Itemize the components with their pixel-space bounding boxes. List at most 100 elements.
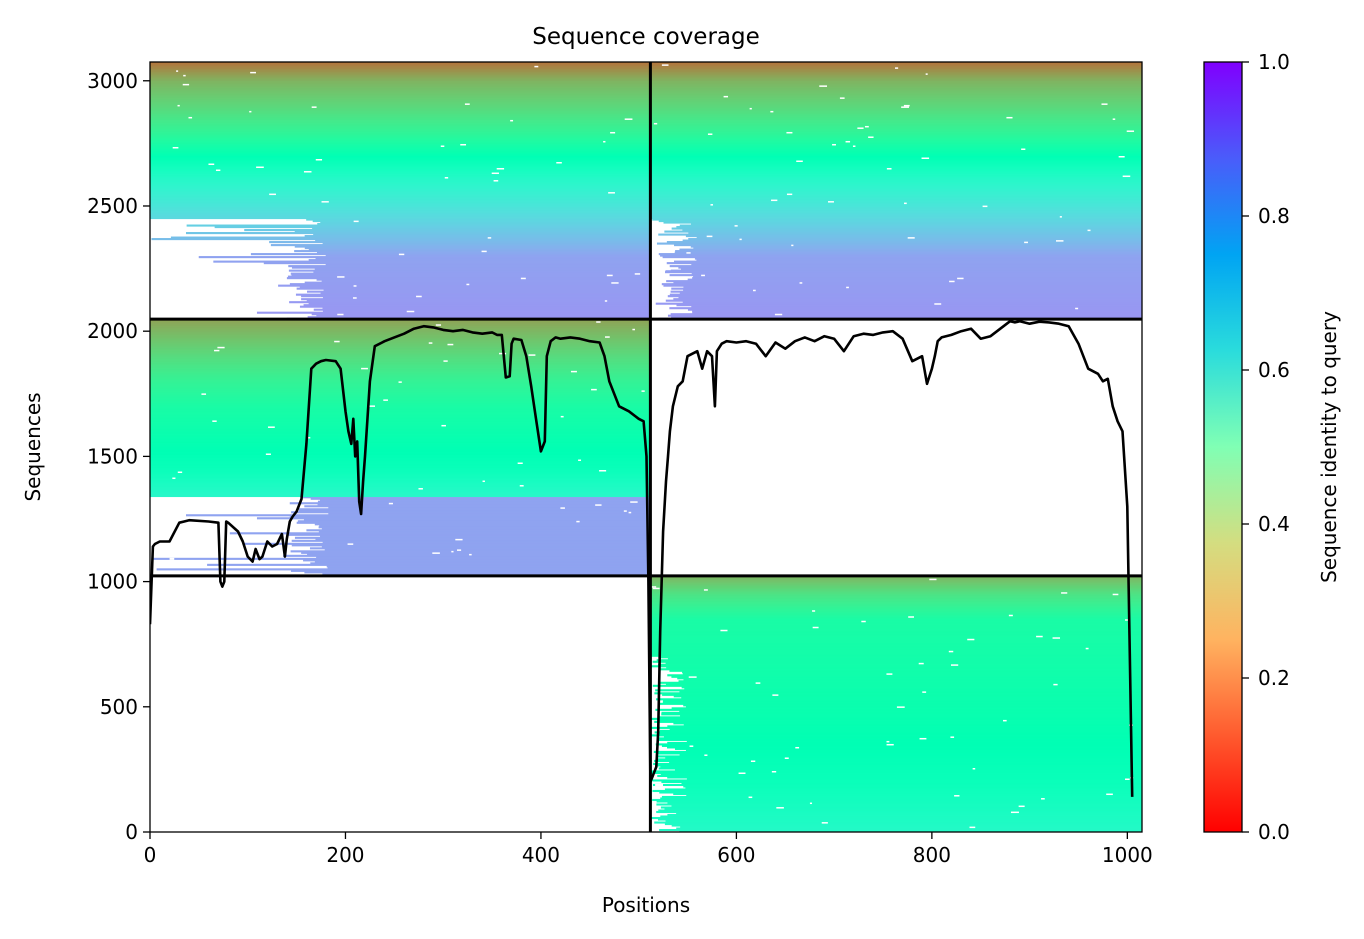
heatmap-band — [299, 305, 651, 308]
heatmap-gap — [652, 587, 660, 590]
heatmap-band — [680, 714, 1142, 717]
heatmap-band — [660, 806, 1142, 809]
heatmap-band — [675, 250, 1142, 253]
coverage-heatmap — [150, 62, 1142, 832]
heatmap-band — [150, 134, 651, 137]
heatmap-gap — [611, 281, 619, 284]
colorbar — [1203, 61, 1243, 833]
heatmap-gap — [315, 158, 323, 161]
heatmap-band — [150, 385, 651, 388]
heatmap-gap — [921, 156, 930, 160]
heatmap-gap — [969, 825, 976, 829]
heatmap-band — [150, 189, 651, 193]
heatmap-gap — [918, 662, 924, 665]
heatmap-band — [328, 512, 651, 515]
heatmap-band — [656, 242, 1142, 245]
heatmap-block-5 — [650, 575, 1142, 832]
heatmap-band — [663, 735, 1142, 738]
heatmap-gap — [1008, 614, 1013, 617]
heatmap-gap — [1059, 215, 1062, 218]
heatmap-band — [315, 538, 651, 541]
heatmap-band — [665, 683, 1142, 686]
heatmap-band — [150, 491, 651, 495]
heatmap-band — [650, 147, 1142, 150]
heatmap-gap — [948, 650, 954, 653]
heatmap-band — [670, 313, 1142, 316]
heatmap-band — [682, 229, 1142, 232]
heatmap-band — [186, 224, 651, 227]
heatmap-gap — [451, 550, 454, 553]
heatmap-band — [322, 572, 651, 575]
heatmap-band — [650, 588, 1142, 591]
heatmap-band — [694, 257, 1142, 260]
heatmap-gap — [441, 424, 446, 427]
heatmap-gap — [925, 72, 928, 75]
heatmap-gap — [517, 461, 523, 465]
x-tick-label: 600 — [717, 843, 755, 867]
heatmap-band — [666, 241, 1142, 244]
heatmap-band — [150, 425, 651, 428]
heatmap-band — [650, 68, 1142, 71]
heatmap-gap — [1112, 593, 1119, 596]
heatmap-band — [660, 815, 1142, 818]
heatmap-gap — [786, 192, 793, 196]
heatmap-band — [150, 460, 651, 463]
colorbar-tick-label: 1.0 — [1258, 50, 1290, 74]
heatmap-band — [207, 563, 651, 566]
heatmap-band — [150, 401, 651, 404]
heatmap-gap — [755, 681, 761, 684]
heatmap-gap — [267, 425, 275, 428]
heatmap-gap — [809, 801, 813, 805]
heatmap-band — [313, 271, 651, 274]
heatmap-band — [665, 271, 1142, 274]
heatmap-band — [650, 180, 1142, 184]
heatmap-band — [650, 111, 1142, 114]
heatmap-band — [150, 66, 651, 69]
heatmap-band — [314, 523, 651, 526]
heatmap-band — [150, 140, 651, 143]
heatmap-band — [650, 590, 1142, 593]
heatmap-band — [150, 164, 651, 167]
heatmap-band — [299, 286, 651, 289]
heatmap-band — [316, 278, 651, 281]
heatmap-gap — [528, 353, 536, 356]
heatmap-gap — [707, 132, 713, 135]
heatmap-band — [657, 752, 1142, 755]
heatmap-gap — [576, 520, 580, 523]
heatmap-band — [652, 789, 1142, 793]
heatmap-band — [650, 165, 1142, 169]
heatmap-gap — [886, 672, 893, 675]
heatmap-band — [310, 562, 651, 565]
heatmap-band — [289, 515, 651, 518]
heatmap-gap — [560, 506, 565, 509]
heatmap-gap — [934, 302, 942, 305]
heatmap-band — [669, 274, 1142, 277]
heatmap-gap — [664, 268, 671, 271]
heatmap-gap — [208, 162, 215, 166]
heatmap-gap — [267, 245, 274, 248]
heatmap-band — [650, 606, 1142, 609]
heatmap-band — [671, 287, 1142, 290]
heatmap-gap — [1085, 647, 1089, 650]
heatmap-band — [320, 292, 651, 295]
heatmap-band — [150, 379, 651, 382]
heatmap-gap — [1006, 116, 1013, 119]
heatmap-band — [229, 532, 651, 535]
heatmap-band — [658, 767, 1142, 770]
heatmap-band — [663, 221, 1142, 224]
heatmap-band — [150, 412, 651, 415]
heatmap-band — [650, 185, 1142, 188]
heatmap-band — [650, 636, 1142, 639]
heatmap-gap — [630, 500, 638, 503]
heatmap-band — [650, 119, 1142, 122]
heatmap-band — [150, 421, 651, 424]
heatmap-band — [650, 617, 1142, 620]
heatmap-band — [150, 159, 651, 163]
heatmap-gap — [188, 116, 193, 119]
heatmap-gap — [1052, 636, 1061, 639]
heatmap-band — [314, 268, 651, 271]
heatmap-band — [150, 132, 651, 135]
heatmap-band — [662, 693, 1142, 696]
heatmap-gap — [846, 286, 849, 289]
heatmap-band — [660, 765, 1142, 768]
